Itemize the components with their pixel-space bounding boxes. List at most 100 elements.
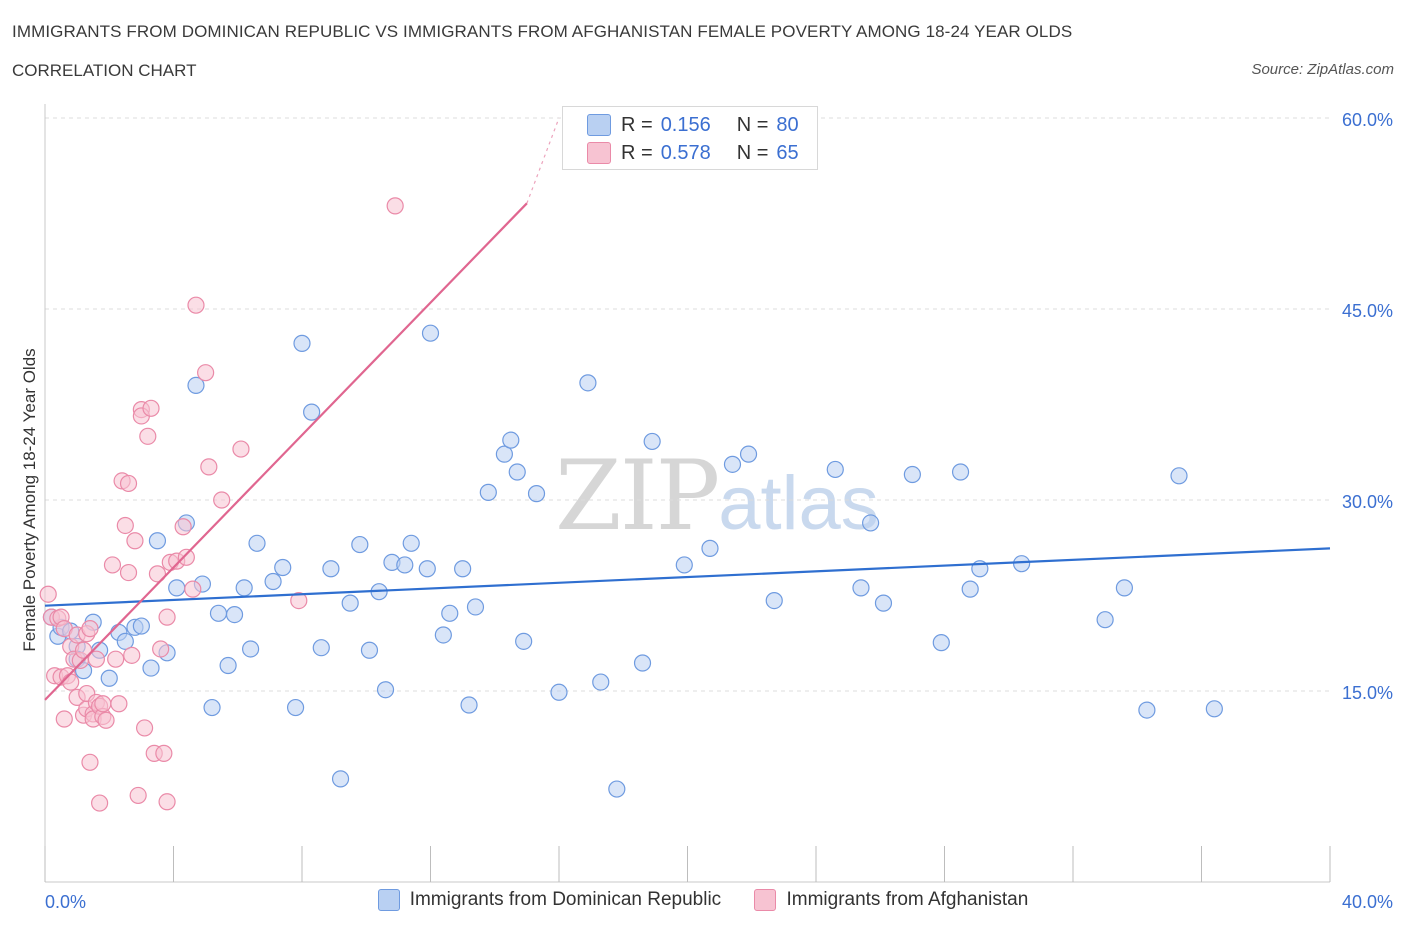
point-dominican	[479, 483, 497, 501]
point-dominican	[515, 632, 533, 650]
point-dominican	[527, 485, 546, 503]
point-dominican	[903, 465, 921, 484]
blue-swatch	[377, 889, 400, 911]
legend-label: Immigrants from Dominican Republic	[409, 889, 722, 910]
blue-swatch	[587, 114, 611, 136]
point-afghanistan	[62, 673, 80, 691]
n-label: N =	[736, 113, 769, 136]
point-afghanistan	[174, 518, 192, 536]
point-afghanistan	[119, 474, 138, 493]
point-afghanistan	[148, 565, 167, 583]
point-dominican	[132, 617, 150, 635]
point-afghanistan	[126, 532, 144, 550]
point-dominican	[209, 604, 228, 622]
point-afghanistan	[155, 744, 173, 762]
point-dominican	[495, 445, 513, 463]
point-dominican	[360, 641, 379, 659]
y-tick-label: 30.0%	[1342, 492, 1393, 512]
watermark-zip: ZIP	[555, 440, 720, 552]
r-label: R =	[621, 141, 653, 164]
point-afghanistan	[39, 585, 57, 603]
stats-legend: R = 0.156 N = 80 R = 0.578 N = 65	[562, 106, 818, 170]
point-afghanistan	[119, 563, 138, 582]
point-dominican	[203, 698, 221, 717]
point-dominican	[932, 634, 950, 652]
point-dominican	[643, 432, 661, 451]
point-afghanistan	[184, 580, 202, 598]
chart-title: IMMIGRANTS FROM DOMINICAN REPUBLIC VS IM…	[12, 22, 1073, 41]
n-label: N =	[736, 141, 769, 164]
legend-item-dominican: Immigrants from Dominican Republic	[377, 889, 722, 911]
point-dominican	[1170, 467, 1188, 485]
point-afghanistan	[158, 793, 176, 811]
point-dominican	[1096, 611, 1114, 629]
point-dominican	[826, 460, 844, 479]
point-afghanistan	[290, 591, 308, 610]
point-dominican	[331, 770, 350, 788]
point-dominican	[434, 626, 452, 644]
point-dominican	[235, 579, 253, 597]
point-dominican	[961, 580, 979, 598]
point-afghanistan	[107, 650, 125, 668]
n-value: 80	[776, 113, 799, 136]
point-afghanistan	[116, 516, 134, 535]
pink-swatch	[754, 889, 777, 911]
point-dominican	[550, 683, 568, 701]
point-dominican	[460, 696, 478, 714]
trendline-dominican	[44, 547, 1331, 607]
point-dominican	[148, 532, 167, 550]
point-dominican	[264, 572, 282, 591]
point-afghanistan	[135, 719, 154, 737]
stats-row-afghanistan: R = 0.578 N = 65	[587, 141, 799, 165]
x-tick-label: 40.0%	[1342, 892, 1393, 912]
point-dominican	[852, 579, 870, 597]
point-dominican	[579, 374, 597, 392]
pink-swatch	[587, 142, 611, 164]
point-dominican	[441, 604, 459, 622]
point-dominican	[322, 560, 340, 578]
point-afghanistan	[81, 753, 99, 771]
point-dominican	[248, 534, 266, 552]
point-dominican	[1012, 555, 1031, 573]
point-dominican	[1205, 700, 1223, 718]
point-dominican	[951, 463, 970, 481]
point-dominican	[402, 534, 420, 552]
source-credit: Source: ZipAtlas.com	[1251, 61, 1394, 78]
y-tick-label: 60.0%	[1342, 110, 1393, 130]
y-axis-label: Female Poverty Among 18-24 Year Olds	[20, 348, 39, 651]
point-dominican	[168, 579, 186, 597]
chart-subtitle: CORRELATION CHART	[12, 61, 197, 80]
point-dominican	[142, 659, 160, 677]
point-dominican	[274, 558, 292, 577]
trendline-afghanistan-extension	[526, 117, 560, 204]
point-dominican	[219, 656, 237, 675]
point-dominican	[874, 594, 893, 612]
point-dominican	[312, 639, 330, 657]
point-dominican	[351, 535, 369, 554]
point-afghanistan	[87, 650, 106, 668]
watermark: ZIPatlas	[555, 440, 879, 552]
point-dominican	[592, 673, 610, 691]
point-dominican	[608, 780, 626, 798]
point-afghanistan	[110, 695, 128, 713]
point-dominican	[508, 463, 526, 481]
y-tick-label: 45.0%	[1342, 301, 1393, 321]
point-dominican	[242, 640, 260, 658]
point-afghanistan	[232, 440, 250, 458]
point-dominican	[454, 560, 472, 578]
point-afghanistan	[123, 646, 141, 664]
point-dominican	[633, 654, 652, 672]
point-afghanistan	[200, 458, 218, 476]
point-afghanistan	[177, 548, 195, 566]
x-tick-label: 0.0%	[45, 892, 86, 912]
trendline-afghanistan	[44, 202, 528, 701]
point-afghanistan	[94, 695, 112, 713]
point-afghanistan	[197, 364, 215, 382]
point-dominican	[765, 591, 783, 610]
point-dominican	[376, 681, 395, 699]
point-afghanistan	[74, 641, 93, 659]
point-afghanistan	[129, 786, 147, 805]
point-dominican	[862, 514, 880, 532]
point-dominican	[502, 431, 520, 449]
